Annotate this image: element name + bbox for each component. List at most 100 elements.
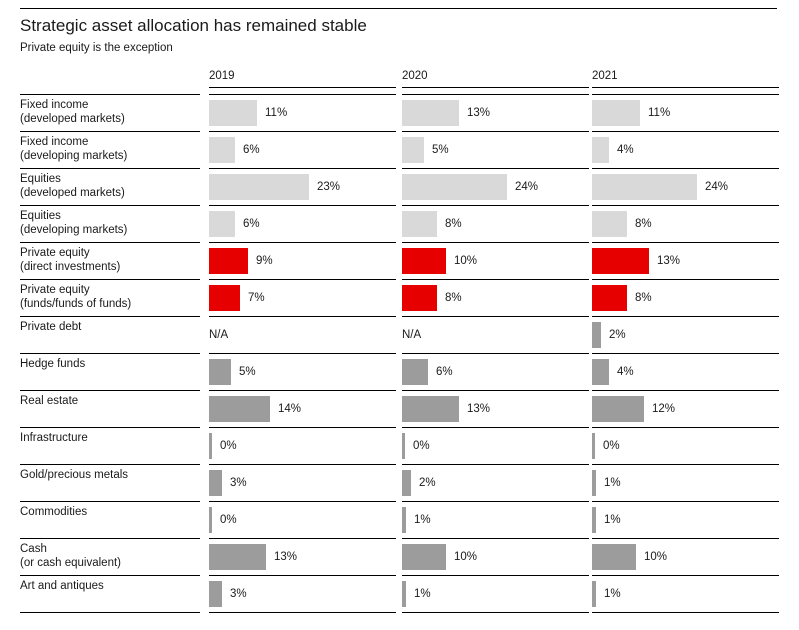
row-label: Cash xyxy=(20,543,47,555)
row-label: Private equity xyxy=(20,284,90,296)
row-sublabel: (developing markets) xyxy=(20,224,128,236)
bar-cell-2021: 8% xyxy=(592,205,779,242)
chart-row: Infrastructure 0% 0% 0% xyxy=(0,427,799,464)
row-label-cell: Infrastructure xyxy=(20,427,200,464)
bar xyxy=(209,100,257,126)
bar-cell-2019: 3% xyxy=(209,464,396,501)
year-label-2020: 2020 xyxy=(402,70,589,88)
bar-cell-2019: 7% xyxy=(209,279,396,316)
bar-cell-2021: 0% xyxy=(592,427,779,464)
bar-cell-2020: 8% xyxy=(402,279,589,316)
bar-value-label: 7% xyxy=(248,292,265,304)
bar-value-label: 1% xyxy=(604,588,621,600)
bar xyxy=(402,174,507,200)
bar xyxy=(592,100,640,126)
row-label-cell: Private equity (direct investments) xyxy=(20,242,200,279)
label-column-spacer xyxy=(0,70,200,88)
bar-value-label: 9% xyxy=(256,255,273,267)
bar-cell-2020: 5% xyxy=(402,131,589,168)
bar-cell-2020: 6% xyxy=(402,353,589,390)
bar-value-label: 0% xyxy=(220,440,237,452)
bar-cell-2021: 4% xyxy=(592,353,779,390)
bar-cell-2019: 6% xyxy=(209,205,396,242)
bar-value-label: 12% xyxy=(652,403,676,415)
bar-cell-2019: 0% xyxy=(209,501,396,538)
bar-value-label: 0% xyxy=(220,514,237,526)
bar-value-label: 13% xyxy=(467,107,491,119)
bar xyxy=(402,100,459,126)
row-sublabel: (developing markets) xyxy=(20,150,128,162)
bar xyxy=(592,544,636,570)
bar xyxy=(402,433,405,459)
bar-cell-2020: 8% xyxy=(402,205,589,242)
row-label-cell: Commodities xyxy=(20,501,200,538)
bar-value-label: 0% xyxy=(603,440,620,452)
chart-row: Real estate 14% 13% 12% xyxy=(0,390,799,427)
chart-row: Commodities 0% 1% 1% xyxy=(0,501,799,538)
bar-value-label: 2% xyxy=(609,329,626,341)
chart-title: Strategic asset allocation has remained … xyxy=(20,16,367,35)
bar xyxy=(402,507,406,533)
bar-cell-2020: 1% xyxy=(402,575,589,612)
bar-cell-2019: 3% xyxy=(209,575,396,612)
bar-cell-2021: 11% xyxy=(592,94,779,131)
row-label: Fixed income xyxy=(20,99,89,111)
row-label: Private equity xyxy=(20,247,90,259)
bottom-rule-column-segment xyxy=(209,612,396,613)
bar xyxy=(209,470,222,496)
bar xyxy=(402,248,446,274)
bar xyxy=(209,359,231,385)
bar-value-label: 8% xyxy=(635,218,652,230)
year-label-2019: 2019 xyxy=(209,70,396,88)
chart-row: Private debt N/A N/A 2% xyxy=(0,316,799,353)
bar xyxy=(402,359,428,385)
bar-value-label: 13% xyxy=(657,255,681,267)
chart-row: Art and antiques 3% 1% 1% xyxy=(0,575,799,612)
row-label: Real estate xyxy=(20,395,79,407)
row-sublabel: (direct investments) xyxy=(20,261,121,273)
chart-row: Fixed income (developed markets) 11% 13% 11% xyxy=(0,94,799,131)
bar-cell-2020: 13% xyxy=(402,390,589,427)
bar-cell-2021: 2% xyxy=(592,316,779,353)
bar-cell-2021: 1% xyxy=(592,464,779,501)
bar-value-label: 14% xyxy=(278,403,302,415)
bar-value-label: 3% xyxy=(230,477,247,489)
bar-value-label: 24% xyxy=(705,181,729,193)
bar-value-label: 11% xyxy=(265,107,288,119)
bar-cell-2019: 9% xyxy=(209,242,396,279)
row-label: Gold/precious metals xyxy=(20,469,129,481)
bar-cell-2021: 8% xyxy=(592,279,779,316)
chart-row: Private equity (direct investments) 9% 10% 1… xyxy=(0,242,799,279)
bar-value-label: 24% xyxy=(515,181,539,193)
bar-value-label: 4% xyxy=(617,144,634,156)
bar xyxy=(402,137,424,163)
bar-value-label: 6% xyxy=(436,366,453,378)
row-label-cell: Equities (developed markets) xyxy=(20,168,200,205)
bar xyxy=(592,322,601,348)
bar xyxy=(209,211,235,237)
year-label-2021: 2021 xyxy=(592,70,779,88)
chart-row: Fixed income (developing markets) 6% 5% 4% xyxy=(0,131,799,168)
bar xyxy=(209,544,266,570)
year-header: 2019 2020 2021 xyxy=(0,70,799,88)
bar-cell-2019: 5% xyxy=(209,353,396,390)
bottom-rule-column-segment xyxy=(402,612,589,613)
bar-value-label: 5% xyxy=(432,144,449,156)
bar-value-label: 1% xyxy=(604,514,621,526)
bar-cell-2020: 2% xyxy=(402,464,589,501)
row-label-cell: Equities (developing markets) xyxy=(20,205,200,242)
bar-value-label: 8% xyxy=(445,218,462,230)
bar-value-label: 4% xyxy=(617,366,634,378)
bar xyxy=(402,396,459,422)
bar-cell-2020: 1% xyxy=(402,501,589,538)
bar-value-label: 1% xyxy=(414,588,431,600)
bar-cell-2019: 13% xyxy=(209,538,396,575)
bar-value-label: 8% xyxy=(635,292,652,304)
bar-value-label: 23% xyxy=(317,181,341,193)
bar xyxy=(209,248,248,274)
bar xyxy=(592,581,596,607)
bar-cell-2021: 10% xyxy=(592,538,779,575)
bar-value-label: 0% xyxy=(413,440,430,452)
bar-cell-2019: N/A xyxy=(209,316,396,353)
row-label-cell: Gold/precious metals xyxy=(20,464,200,501)
